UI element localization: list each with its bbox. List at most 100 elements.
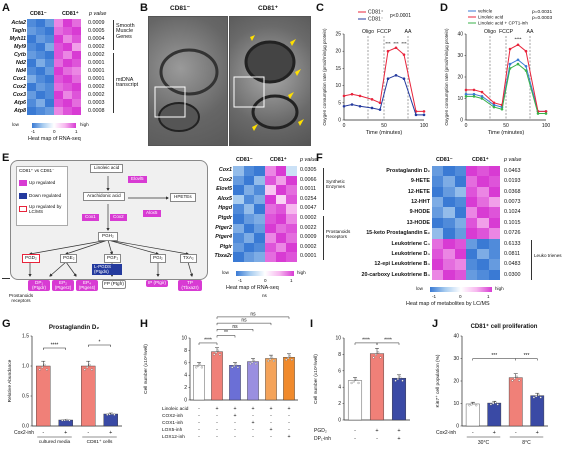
list-item: Ptger4 <box>215 234 232 241</box>
heatmap-cell <box>454 197 466 208</box>
sign-label: - <box>234 427 236 433</box>
list-item: Tbxa2r <box>214 253 232 260</box>
list-item: Cytb <box>14 52 26 58</box>
e-legend-lcms-swatch <box>19 206 27 212</box>
data-dot <box>88 363 91 366</box>
significance-bracket <box>216 329 254 332</box>
heatmap-cell <box>233 242 244 253</box>
heatmap-cell <box>233 194 244 205</box>
e-bracket-recept <box>320 216 324 260</box>
heatmap-cell <box>54 43 63 51</box>
list-item: 0.0726 <box>504 230 521 237</box>
a-heatmap <box>27 19 81 115</box>
heatmap-cell <box>243 166 255 176</box>
e-legend-up: Up regulated <box>29 180 56 185</box>
data-point <box>422 113 426 117</box>
list-item: 12-HHT <box>411 199 430 206</box>
list-item: Ptgdr <box>217 214 232 221</box>
list-item: 9-HETE <box>410 178 430 185</box>
panel-label-a: A <box>2 2 10 14</box>
panel-label-d: D <box>440 2 448 14</box>
data-dot <box>249 362 252 365</box>
panel-label-e: E <box>2 152 10 164</box>
significance-label: * <box>99 340 101 346</box>
x-axis-label: Cox2-inh <box>436 430 456 436</box>
heatmap-cell <box>443 186 455 198</box>
heatmap-cell <box>54 59 63 67</box>
condition-label: PGD₂ <box>314 428 327 434</box>
heatmap-cell <box>432 176 444 187</box>
sign-label: - <box>515 430 517 436</box>
d-chart: 0 10 20 30 40 0 50 100 Oligo FCCP AA Time (minutes)… <box>444 9 552 137</box>
data-point <box>394 46 398 50</box>
heatmap-cell <box>488 186 500 198</box>
sign-label: - <box>252 413 254 419</box>
heatmap-cell <box>72 107 81 115</box>
heatmap-cell <box>72 27 81 35</box>
list-item: 0.0005 <box>88 28 105 34</box>
heatmap-cell <box>275 204 287 214</box>
y-axis-label: Cell number (x10⁴/well) <box>313 354 319 404</box>
sign-label: + <box>397 428 400 434</box>
heatmap-cell <box>488 207 500 218</box>
heatmap-cell <box>265 223 276 234</box>
a-caption: Heat map of RNA-seq <box>28 136 81 142</box>
heatmap-cell <box>432 238 444 249</box>
data-dot <box>234 363 238 366</box>
y-tick-label: 15 <box>335 66 341 72</box>
heatmap-cell <box>27 43 36 51</box>
f-tick-one: 1 <box>487 294 490 299</box>
data-dot <box>200 366 203 369</box>
heatmap-cell <box>488 228 500 239</box>
data-point <box>386 77 390 81</box>
data-dot <box>45 368 48 371</box>
list-item: 0.0002 <box>88 52 105 58</box>
sign-label: + <box>109 430 112 436</box>
heatmap-cell <box>454 207 466 218</box>
heatmap-cell <box>432 186 444 198</box>
group-label: cultured media <box>39 439 71 445</box>
y-tick-label: 4 <box>338 385 341 391</box>
sign-label: + <box>233 406 236 412</box>
data-dot <box>272 359 275 363</box>
heatmap-cell <box>465 207 478 218</box>
sign-label: - <box>288 420 290 426</box>
heatmap-cell <box>465 259 478 270</box>
heatmap-cell <box>233 185 244 195</box>
f-group-leuko: Leuko trienes <box>534 253 562 258</box>
p-value-label: p<0.0001 <box>390 13 411 19</box>
data-dot <box>61 419 64 422</box>
a-bracket-smooth <box>110 20 114 50</box>
heatmap-cell <box>72 91 81 99</box>
data-dot <box>285 358 288 361</box>
sign-label: - <box>216 434 218 440</box>
data-point <box>536 112 540 115</box>
data-dot <box>518 379 521 382</box>
data-point <box>508 47 512 51</box>
data-dot <box>108 413 111 416</box>
data-point <box>342 104 346 108</box>
heatmap-cell <box>243 175 255 186</box>
f-colorbar-high: high <box>495 286 504 291</box>
f-colorbar <box>430 287 492 292</box>
list-item: 0.0002 <box>88 92 105 98</box>
sign-label: + <box>375 428 378 434</box>
y-tick-label: 20 <box>335 49 341 55</box>
list-item: 0.0009 <box>300 234 317 241</box>
heatmap-cell <box>45 35 54 43</box>
data-dot <box>213 353 216 356</box>
heatmap-cell <box>477 166 489 177</box>
data-point <box>492 105 496 109</box>
heatmap-cell <box>63 99 72 107</box>
sign-label: - <box>87 430 89 436</box>
sign-label: - <box>376 436 378 442</box>
y-tick-label: 5 <box>338 100 341 106</box>
list-item: 0.0047 <box>300 205 317 212</box>
f-header-pvalue: p value <box>504 157 522 163</box>
e-receptor-dp1: DP₁ (Ptgdr) <box>28 280 50 292</box>
y-tick-label: 10 <box>453 401 459 407</box>
heatmap-cell <box>233 252 244 262</box>
data-point <box>480 97 484 100</box>
list-item: Myh11 <box>9 36 26 42</box>
